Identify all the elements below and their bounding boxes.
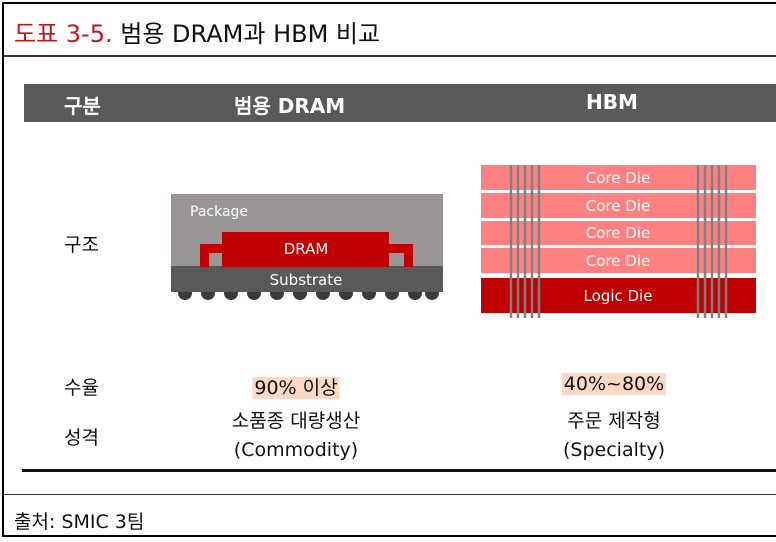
hbm-nature-line1: 주문 제작형 bbox=[567, 410, 661, 432]
dram-nature-line2: (Commodity) bbox=[233, 439, 359, 461]
substrate-label: Substrate bbox=[270, 271, 343, 289]
logic-die bbox=[481, 278, 756, 313]
hbm-nature-line2: (Specialty) bbox=[563, 439, 665, 461]
figure-title-text: 범용 DRAM과 HBM 비교 bbox=[120, 20, 381, 48]
header-hbm: HBM bbox=[586, 90, 638, 114]
dram-yield: 90% 이상 bbox=[252, 377, 340, 399]
core-die-1 bbox=[481, 165, 756, 190]
row-label-yield: 수율 bbox=[64, 377, 99, 399]
core-die-label: Core Die bbox=[586, 224, 650, 242]
table-bottom-rule bbox=[22, 469, 776, 472]
core-die-2 bbox=[481, 193, 756, 218]
row-label-nature: 성격 bbox=[64, 427, 99, 449]
core-die-label: Core Die bbox=[586, 169, 650, 187]
tsv-right bbox=[696, 165, 728, 318]
core-die-4 bbox=[481, 248, 756, 273]
core-die-label: Core Die bbox=[586, 252, 650, 270]
header-dram: 범용 DRAM bbox=[234, 94, 346, 118]
core-die-label: Core Die bbox=[586, 197, 650, 215]
source-divider bbox=[4, 494, 776, 495]
dram-nature-line1: 소품종 대량생산 bbox=[231, 410, 361, 432]
core-die-3 bbox=[481, 221, 756, 245]
header-category: 구분 bbox=[64, 94, 101, 118]
tsv-left bbox=[509, 165, 541, 318]
dram-label: DRAM bbox=[284, 240, 329, 258]
row-label-structure: 구조 bbox=[64, 234, 99, 256]
title-divider bbox=[4, 55, 776, 57]
logic-die-label: Logic Die bbox=[584, 287, 653, 305]
figure-number: 도표 3-5. bbox=[14, 20, 113, 48]
hbm-yield: 40%~80% bbox=[561, 373, 667, 395]
dram-die bbox=[200, 232, 413, 267]
table-header: 구분 범용 DRAM HBM bbox=[24, 84, 776, 122]
package-label: Package bbox=[190, 204, 248, 220]
source-note: 출처: SMIC 3팀 bbox=[14, 511, 145, 533]
figure-title: 도표 3-5. 범용 DRAM과 HBM 비교 bbox=[14, 14, 380, 49]
